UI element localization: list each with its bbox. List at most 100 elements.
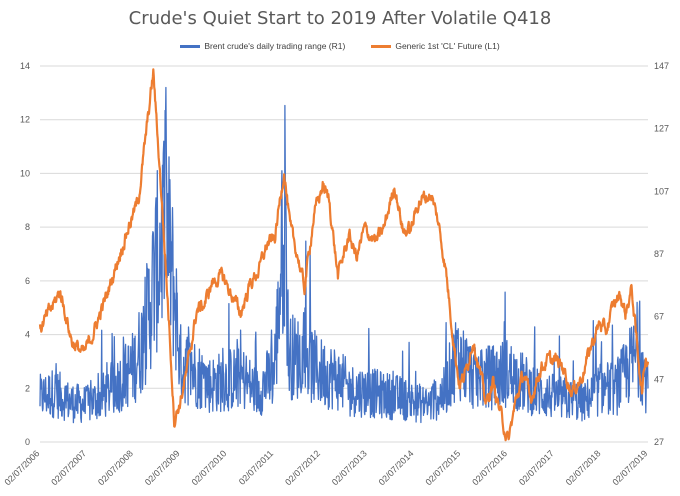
data-point-cl-future-48 xyxy=(465,372,467,374)
x-tick-label-6: 02/07/2012 xyxy=(283,448,322,487)
data-point-cl-future-69 xyxy=(631,288,633,290)
data-point-cl-future-56 xyxy=(530,400,532,402)
data-point-cl-future-55 xyxy=(523,372,525,374)
data-point-cl-future-0 xyxy=(39,328,41,330)
left-tick-label-8: 8 xyxy=(25,222,30,232)
data-point-cl-future-57 xyxy=(539,369,541,371)
data-point-brent-range-10 xyxy=(175,293,177,295)
data-point-brent-range-41 xyxy=(600,382,602,384)
data-point-brent-range-40 xyxy=(584,398,586,400)
data-point-brent-range-38 xyxy=(554,393,556,395)
data-point-cl-future-26 xyxy=(283,169,285,171)
legend-swatch-cl-future xyxy=(371,44,392,48)
data-point-brent-range-6 xyxy=(133,361,135,363)
data-point-cl-future-32 xyxy=(328,200,330,202)
data-point-cl-future-35 xyxy=(356,256,358,258)
data-point-cl-future-62 xyxy=(580,379,582,381)
data-point-brent-range-45 xyxy=(647,387,649,389)
data-point-brent-range-32 xyxy=(460,353,462,355)
data-point-cl-future-2 xyxy=(59,291,61,293)
data-point-brent-range-4 xyxy=(101,393,103,395)
right-tick-label-127: 127 xyxy=(654,124,669,134)
data-point-cl-future-54 xyxy=(516,397,518,399)
data-point-cl-future-39 xyxy=(394,184,396,186)
data-point-cl-future-15 xyxy=(180,400,182,402)
data-point-brent-range-30 xyxy=(444,387,446,389)
x-tick-label-0: 02/07/2006 xyxy=(2,448,41,487)
data-point-cl-future-21 xyxy=(240,313,242,315)
data-point-cl-future-36 xyxy=(364,228,366,230)
data-point-brent-range-13 xyxy=(210,379,212,381)
data-point-brent-range-34 xyxy=(490,371,492,373)
data-point-cl-future-43 xyxy=(430,194,432,196)
x-tick-label-11: 02/07/2017 xyxy=(517,448,556,487)
data-point-cl-future-11 xyxy=(153,71,155,73)
data-point-cl-future-64 xyxy=(599,322,601,324)
chart-title: Crude's Quiet Start to 2019 After Volati… xyxy=(128,8,552,29)
right-tick-label-87: 87 xyxy=(654,249,664,259)
legend-item-brent-range: Brent crude's daily trading range (R1) xyxy=(180,41,345,51)
data-point-cl-future-58 xyxy=(547,360,549,362)
left-tick-label-4: 4 xyxy=(25,330,30,340)
data-point-cl-future-33 xyxy=(337,275,339,277)
data-point-cl-future-72 xyxy=(644,360,646,362)
legend-item-cl-future: Generic 1st 'CL' Future (L1) xyxy=(371,41,500,51)
x-tick-label-2: 02/07/2008 xyxy=(96,448,135,487)
data-point-brent-range-26 xyxy=(381,390,383,392)
data-point-cl-future-44 xyxy=(438,222,440,224)
data-point-cl-future-20 xyxy=(222,275,224,277)
data-point-brent-range-23 xyxy=(334,371,336,373)
x-tick-label-5: 02/07/2011 xyxy=(237,448,275,486)
data-point-cl-future-47 xyxy=(459,385,461,387)
legend-label-cl-future: Generic 1st 'CL' Future (L1) xyxy=(395,41,500,51)
data-point-brent-range-5 xyxy=(116,379,118,381)
x-tick-label-9: 02/07/2015 xyxy=(423,448,462,487)
data-point-cl-future-9 xyxy=(137,200,139,202)
data-point-brent-range-35 xyxy=(507,366,509,368)
data-point-cl-future-63 xyxy=(590,347,592,349)
data-point-brent-range-33 xyxy=(475,374,477,376)
x-tick-label-1: 02/07/2007 xyxy=(49,448,88,487)
data-point-cl-future-14 xyxy=(173,419,175,421)
data-point-brent-range-3 xyxy=(86,401,88,403)
data-point-brent-range-9 xyxy=(165,199,167,201)
data-point-cl-future-28 xyxy=(297,256,299,258)
data-point-cl-future-65 xyxy=(605,332,607,334)
data-point-cl-future-51 xyxy=(492,382,494,384)
series-line-brent-range xyxy=(39,86,649,424)
data-point-brent-range-21 xyxy=(303,353,305,355)
left-tick-label-10: 10 xyxy=(20,168,30,178)
data-point-brent-range-0 xyxy=(39,393,41,395)
data-point-brent-range-42 xyxy=(615,385,617,387)
data-point-cl-future-45 xyxy=(445,272,447,274)
data-point-cl-future-13 xyxy=(169,332,171,334)
data-point-cl-future-52 xyxy=(500,413,502,415)
legend-label-brent-range: Brent crude's daily trading range (R1) xyxy=(204,41,346,51)
x-tick-label-10: 02/07/2016 xyxy=(470,448,509,487)
data-point-cl-future-12 xyxy=(161,200,163,202)
x-tick-label-13: 02/07/2019 xyxy=(610,448,649,487)
data-point-cl-future-10 xyxy=(145,134,147,136)
right-tick-label-147: 147 xyxy=(654,61,669,71)
left-tick-label-14: 14 xyxy=(20,61,30,71)
data-point-cl-future-4 xyxy=(83,353,85,355)
data-point-cl-future-70 xyxy=(636,347,638,349)
data-point-cl-future-22 xyxy=(249,285,251,287)
data-point-cl-future-34 xyxy=(348,234,350,236)
data-point-cl-future-16 xyxy=(186,369,188,371)
x-tick-label-3: 02/07/2009 xyxy=(143,448,182,487)
series-line-cl-future xyxy=(38,68,650,442)
data-point-cl-future-30 xyxy=(313,216,315,218)
left-tick-label-12: 12 xyxy=(20,115,30,125)
data-point-cl-future-60 xyxy=(562,366,564,368)
data-point-cl-future-53 xyxy=(507,441,509,443)
right-tick-label-27: 27 xyxy=(654,437,664,447)
x-tick-label-7: 02/07/2013 xyxy=(330,448,369,487)
right-tick-label-67: 67 xyxy=(654,312,664,322)
data-point-cl-future-5 xyxy=(93,332,95,334)
data-point-cl-future-31 xyxy=(322,184,324,186)
data-point-brent-range-17 xyxy=(273,366,275,368)
data-point-brent-range-18 xyxy=(277,320,279,322)
data-point-cl-future-66 xyxy=(613,303,615,305)
